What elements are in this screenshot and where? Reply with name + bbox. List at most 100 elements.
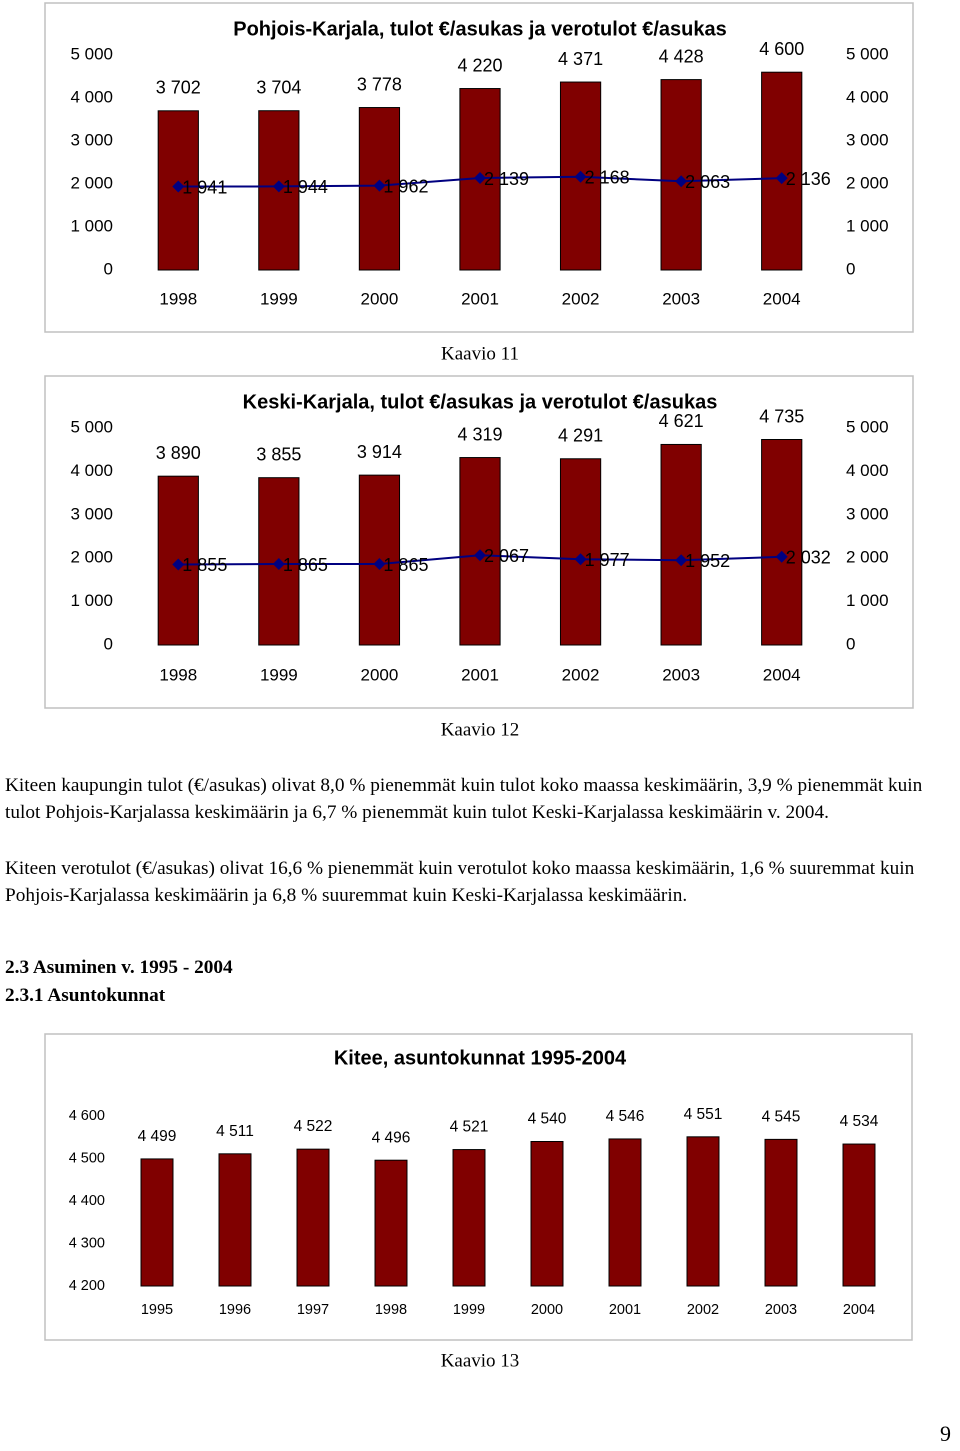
line-marker	[172, 558, 185, 571]
line-marker	[373, 558, 386, 571]
y-tick-label: 3 000	[70, 130, 113, 149]
x-tick-label: 1999	[260, 665, 298, 684]
x-tick-label: 1998	[159, 289, 197, 308]
y2-tick-label: 3 000	[846, 504, 889, 523]
chart-title: Keski-Karjala, tulot €/asukas ja verotul…	[243, 391, 718, 413]
line-value-label: 1 977	[585, 550, 630, 570]
line-value-label: 1 941	[182, 177, 227, 197]
x-tick-label: 1995	[141, 1302, 173, 1318]
paragraph: Kiteen kaupungin tulot (€/asukas) olivat…	[5, 775, 923, 823]
bar-value-label: 4 546	[606, 1108, 645, 1125]
bar-value-label: 4 428	[659, 46, 704, 66]
heading: 2.3.1 Asuntokunnat	[5, 985, 166, 1006]
x-tick-label: 1998	[375, 1302, 407, 1318]
bar-value-label: 3 704	[256, 77, 301, 97]
bar-value-label: 3 855	[256, 444, 301, 464]
y-tick-label: 5 000	[70, 417, 113, 436]
x-tick-label: 1997	[297, 1302, 329, 1318]
line-value-label: 2 139	[484, 169, 529, 189]
y2-tick-label: 5 000	[846, 417, 889, 436]
y-tick-label: 4 200	[69, 1278, 105, 1294]
y-tick-label: 2 000	[70, 173, 113, 192]
page-number: 9	[940, 1421, 951, 1446]
bar-value-label: 3 890	[156, 443, 201, 463]
bar	[218, 1153, 252, 1287]
y-tick-label: 0	[104, 634, 113, 653]
chart-caption: Kaavio 13	[441, 1350, 520, 1371]
line-marker	[675, 175, 688, 188]
x-tick-label: 2000	[531, 1302, 563, 1318]
y2-tick-label: 4 000	[846, 87, 889, 106]
bar	[559, 458, 602, 646]
y2-tick-label: 3 000	[846, 130, 889, 149]
x-tick-label: 2000	[361, 289, 399, 308]
bar	[761, 439, 803, 646]
y-tick-label: 4 600	[69, 1108, 105, 1124]
x-tick-label: 2002	[687, 1302, 719, 1318]
bar-value-label: 4 371	[558, 49, 603, 69]
bar	[660, 443, 702, 646]
line-value-label: 2 168	[585, 168, 630, 188]
y-tick-label: 0	[104, 259, 113, 278]
line-value-label: 1 855	[182, 555, 227, 575]
line-marker	[474, 549, 486, 562]
bar-value-label: 4 522	[294, 1118, 333, 1135]
line-value-label: 2 136	[786, 169, 831, 189]
bar	[296, 1148, 330, 1287]
x-tick-label: 2003	[662, 665, 700, 684]
bar-value-label: 4 319	[457, 424, 502, 444]
bar	[842, 1143, 876, 1287]
line-value-label: 1 865	[383, 555, 428, 575]
y2-tick-label: 0	[846, 259, 855, 278]
y2-tick-label: 1 000	[846, 216, 889, 235]
bar-value-label: 4 521	[450, 1119, 489, 1136]
line-value-label: 2 067	[484, 546, 529, 566]
line-value-label: 1 944	[283, 177, 328, 197]
y2-tick-label: 5 000	[846, 44, 889, 63]
line-marker	[272, 180, 285, 193]
bar-value-label: 4 540	[528, 1111, 567, 1128]
line-marker	[775, 172, 788, 185]
x-tick-label: 1999	[260, 289, 298, 308]
line-marker	[574, 553, 587, 566]
line-value-label: 1 962	[383, 176, 428, 196]
bar	[764, 1138, 798, 1287]
y2-tick-label: 1 000	[846, 591, 889, 610]
bar	[530, 1141, 564, 1287]
y-tick-label: 3 000	[70, 504, 113, 523]
x-tick-label: 1998	[159, 665, 197, 684]
x-tick-label: 2003	[662, 289, 700, 308]
x-tick-label: 2004	[763, 665, 801, 684]
x-tick-label: 2002	[562, 289, 600, 308]
bar-value-label: 4 534	[840, 1113, 879, 1130]
bar-value-label: 4 499	[138, 1128, 177, 1145]
x-tick-label: 2002	[562, 665, 600, 684]
x-tick-label: 2000	[361, 665, 399, 684]
line-value-label: 2 063	[685, 172, 730, 192]
bar	[686, 1136, 720, 1287]
line-value-label: 1 952	[685, 551, 730, 571]
bar-value-label: 4 621	[659, 411, 704, 431]
x-tick-label: 2004	[843, 1302, 875, 1318]
y2-tick-label: 4 000	[846, 461, 889, 480]
y-tick-label: 1 000	[70, 216, 113, 235]
y-tick-label: 1 000	[70, 591, 113, 610]
bar	[761, 71, 803, 271]
bar-value-label: 4 511	[216, 1123, 254, 1140]
heading: 2.3 Asuminen v. 1995 - 2004	[5, 957, 233, 978]
line-marker	[474, 172, 486, 185]
bar-value-label: 4 220	[457, 55, 502, 75]
chart-title: Pohjois-Karjala, tulot €/asukas ja verot…	[233, 18, 727, 40]
bar	[660, 79, 702, 271]
chart-caption: Kaavio 12	[441, 719, 520, 740]
bar-value-label: 4 551	[684, 1106, 723, 1123]
bar	[608, 1138, 642, 1287]
bar-value-label: 4 291	[558, 426, 603, 446]
bar-value-label: 4 600	[759, 39, 804, 59]
line-marker	[373, 179, 386, 192]
x-tick-label: 2001	[461, 665, 499, 684]
bar	[374, 1159, 408, 1287]
line-value-label: 2 032	[786, 548, 831, 568]
